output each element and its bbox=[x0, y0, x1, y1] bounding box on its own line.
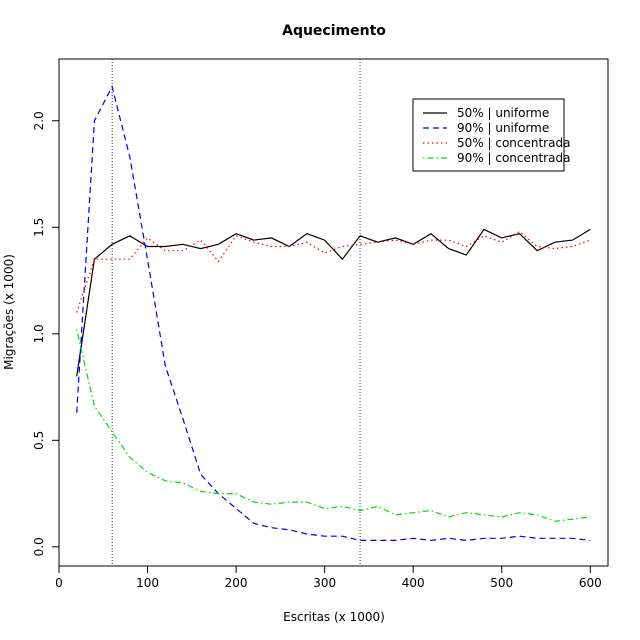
legend-label-1: 50% | uniforme bbox=[457, 106, 549, 120]
y-tick-label: 2.0 bbox=[32, 111, 46, 130]
x-tick-label: 200 bbox=[225, 576, 248, 590]
x-tick-label: 0 bbox=[55, 576, 63, 590]
y-axis-label: Migrações (x 1000) bbox=[2, 254, 16, 370]
x-axis: 0 100 200 300 400 500 600 bbox=[55, 565, 602, 590]
series-line-1 bbox=[76, 228, 591, 377]
series-line-2 bbox=[76, 85, 591, 542]
x-tick-label: 500 bbox=[490, 576, 513, 590]
y-tick-label: 1.5 bbox=[32, 218, 46, 237]
legend-box bbox=[412, 98, 565, 172]
y-tick-label: 1.0 bbox=[32, 324, 46, 343]
x-tick-label: 400 bbox=[402, 576, 425, 590]
y-tick-label: 0.0 bbox=[32, 537, 46, 556]
legend-label-3: 50% | concentrada bbox=[457, 136, 570, 150]
x-tick-label: 300 bbox=[313, 576, 336, 590]
reference-lines bbox=[111, 59, 361, 566]
legend-label-4: 90% | concentrada bbox=[457, 151, 570, 165]
legend-label-2: 90% | uniforme bbox=[457, 121, 549, 135]
chart-title: Aquecimento bbox=[282, 23, 386, 39]
y-tick-label: 0.5 bbox=[32, 431, 46, 450]
y-axis: 0.0 0.5 1.0 1.5 2.0 bbox=[32, 111, 60, 556]
series-line-4 bbox=[76, 329, 591, 522]
series-line-3 bbox=[76, 230, 591, 313]
x-tick-label: 100 bbox=[136, 576, 159, 590]
series-group bbox=[76, 85, 591, 542]
x-axis-label: Escritas (x 1000) bbox=[283, 610, 385, 624]
x-tick-label: 600 bbox=[579, 576, 602, 590]
